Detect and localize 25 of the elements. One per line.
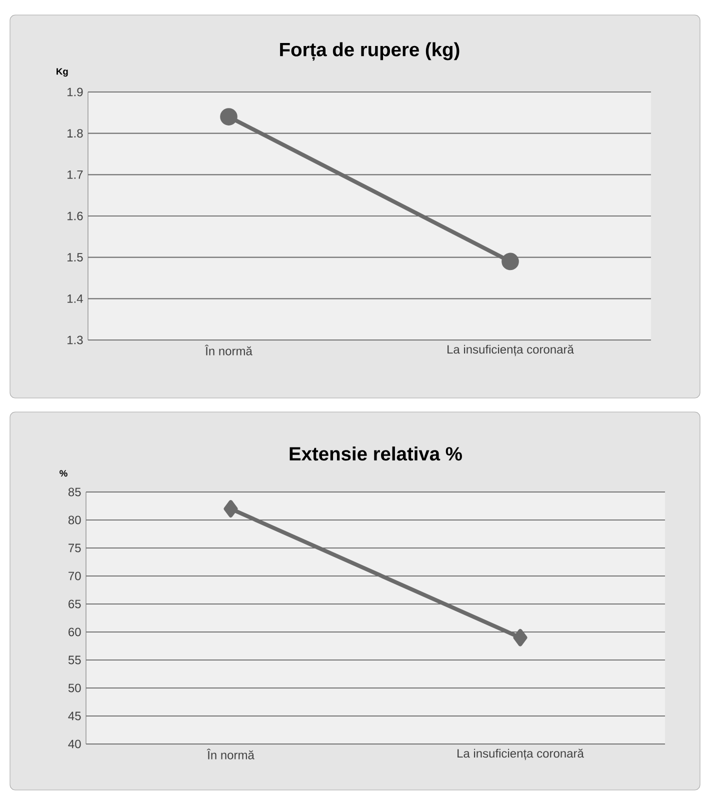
y-tick-label: 80 (68, 516, 81, 524)
y-tick-label: 50 (68, 684, 81, 692)
y-tick-label: 45 (68, 712, 81, 720)
y-tick-label: 1.4 (68, 294, 83, 303)
x-tick-label: La insuficiența coronară (448, 344, 574, 356)
y-tick-label: 1.8 (68, 129, 83, 138)
chart-title: Forța de rupere (kg) (280, 42, 460, 61)
y-tick-label: 1.9 (68, 88, 83, 96)
y-axis-title: % (60, 470, 68, 477)
y-tick-label: 70 (68, 572, 81, 580)
x-tick-label: În normă (206, 748, 254, 760)
y-tick-label: 60 (68, 628, 81, 636)
y-tick-label: 1.6 (68, 212, 83, 220)
y-tick-label: 40 (68, 740, 81, 748)
y-tick-label: 55 (68, 656, 81, 664)
y-tick-label: 75 (68, 544, 81, 552)
y-tick-label: 1.5 (68, 253, 83, 262)
chart-title: Extensie relativa % (290, 446, 462, 461)
y-tick-label: 1.7 (68, 170, 83, 179)
x-tick-label: La insuficiența coronară (458, 748, 584, 760)
y-tick-label: 1.3 (68, 336, 83, 344)
y-tick-label: 85 (68, 488, 81, 496)
x-tick-label: În normă (204, 344, 252, 356)
y-tick-label: 65 (68, 600, 81, 608)
y-axis-title: Kg (56, 68, 68, 77)
